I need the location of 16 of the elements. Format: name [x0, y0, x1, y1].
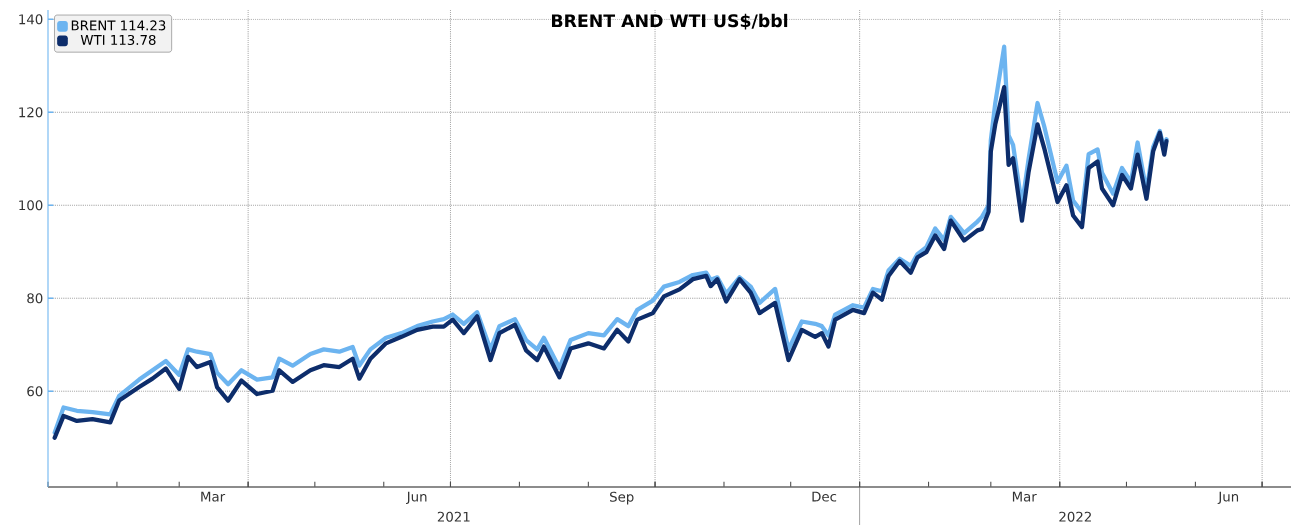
- legend-label: WTI 113.78: [80, 34, 156, 46]
- x-tick-label: Sep: [610, 491, 634, 505]
- x-tick-label: Mar: [1012, 491, 1037, 502]
- y-tick-label: 100: [19, 200, 43, 211]
- y-tick-label: 140: [19, 14, 43, 25]
- legend-label: BRENT 114.23: [71, 20, 166, 31]
- y-tick-label: 60: [27, 386, 43, 397]
- x-tick-label: Mar: [201, 491, 226, 502]
- x-tick-label: Jun: [1217, 491, 1239, 505]
- text: 2021: [437, 511, 470, 522]
- y-tick-label: 120: [19, 107, 43, 118]
- y-tick-label: 80: [27, 293, 43, 304]
- chart-title: BRENT AND WTI US$/bbl: [551, 13, 788, 30]
- x-tick-label: Jun: [406, 491, 427, 505]
- text: 2022: [1059, 511, 1091, 522]
- x-tick-label: Dec: [812, 491, 837, 502]
